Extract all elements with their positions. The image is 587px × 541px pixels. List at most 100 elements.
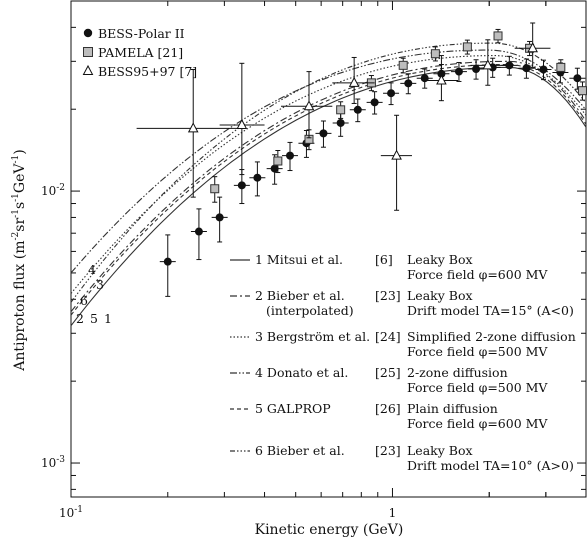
axis-ticks: 10-1 1 10-2 10-3 — [41, 0, 587, 520]
marker — [370, 98, 379, 107]
bess9597-point — [219, 62, 265, 176]
x-tick-label: 10-1 — [59, 505, 83, 520]
bess-polar-point — [159, 234, 176, 297]
bess9597-point — [380, 114, 412, 211]
legend-model-name: 6 Bieber et al. — [255, 443, 345, 458]
legend-model-ref: [25] — [375, 365, 401, 380]
model-curve-4 — [70, 49, 587, 274]
pamela-point — [273, 150, 283, 174]
marker — [237, 181, 246, 190]
pamela-point — [210, 176, 220, 203]
marker — [163, 257, 172, 266]
marker — [319, 129, 328, 138]
bess-polar-point — [298, 130, 315, 158]
bess-polar-point — [349, 98, 366, 123]
pamela-point — [556, 59, 566, 77]
legend-marker-bess-polar — [83, 28, 93, 38]
pamela-point — [462, 39, 472, 55]
marker — [391, 149, 402, 160]
marker — [210, 184, 220, 194]
legend-model-desc: Leaky Box — [407, 252, 473, 267]
legend-model-desc: 2-zone diffusion — [407, 365, 508, 380]
y-tick-label: 10-3 — [41, 455, 65, 470]
y-axis-label: Antiproton flux (m-2sr-1s-1GeV-1) — [11, 149, 28, 372]
pamela-point — [336, 101, 346, 119]
bess-polar-point — [400, 73, 417, 95]
marker — [236, 118, 248, 129]
legend-model-name: 5 GALPROP — [255, 401, 331, 416]
model-curve-5 — [70, 63, 587, 316]
legend-model-name-2: (interpolated) — [266, 303, 354, 318]
data-legend: BESS-Polar II PAMELA [21] BESS95+97 [7] — [82, 26, 197, 79]
bess-polar-point — [366, 91, 383, 115]
bess-polar-point — [211, 196, 228, 243]
bess-polar-point — [569, 67, 586, 90]
marker — [336, 118, 345, 127]
model-curve-label-1: 1 — [104, 311, 112, 326]
bess-polar-point — [315, 120, 332, 148]
marker — [527, 42, 539, 53]
y-tick-label: 10-2 — [41, 183, 65, 198]
marker — [387, 89, 396, 98]
bess-polar-point — [535, 59, 552, 81]
bess-polar-point — [190, 208, 207, 261]
model-curve-label-3: 3 — [96, 277, 104, 292]
bess9597-point — [514, 22, 551, 68]
model-curve-label-4: 4 — [88, 262, 96, 277]
model-curve-label-5: 5 — [90, 311, 98, 326]
legend-model-name: 2 Bieber et al. — [255, 288, 345, 303]
marker — [303, 100, 315, 111]
legend-label: PAMELA [21] — [98, 45, 183, 60]
legend-model-name: 1 Mitsui et al. — [255, 252, 343, 267]
marker — [493, 31, 503, 41]
marker — [194, 227, 203, 236]
x-axis-label: Kinetic energy (GeV) — [255, 522, 404, 538]
bess-polar-point — [468, 59, 485, 80]
marker — [336, 105, 346, 115]
marker — [436, 74, 447, 85]
data-points — [136, 22, 587, 297]
marker — [404, 79, 413, 88]
bess-polar-point — [233, 169, 250, 205]
legend-model-desc: Leaky Box — [407, 288, 473, 303]
pamela-point — [430, 46, 440, 62]
marker — [539, 65, 548, 74]
bess9597-point — [332, 56, 375, 104]
marker — [573, 74, 582, 83]
legend-model-desc: Simplified 2-zone diffusion — [407, 329, 576, 344]
marker — [420, 74, 429, 83]
bess-polar-point — [249, 161, 266, 197]
marker — [462, 42, 472, 52]
model-curve-label-6: 6 — [80, 293, 88, 308]
marker — [522, 64, 531, 73]
pamela-point — [493, 28, 503, 44]
legend-model-desc: Plain diffusion — [407, 401, 498, 416]
model-curve-6 — [70, 42, 587, 303]
legend-model-name: 3 Bergström et al. — [255, 329, 370, 344]
x-tick-label: 1 — [389, 506, 397, 520]
marker — [430, 49, 440, 59]
marker — [353, 105, 362, 114]
bess-polar-point — [281, 141, 298, 172]
legend-model-desc: Force field φ=500 MV — [407, 344, 548, 359]
plot-frame — [70, 0, 587, 498]
legend-label: BESS-Polar II — [98, 26, 185, 41]
legend-model-desc: Drift model TA=15° (A<0) — [407, 303, 574, 318]
bess-polar-point — [518, 58, 535, 79]
legend-model-ref: [24] — [375, 329, 401, 344]
bess-polar-point — [383, 82, 400, 106]
marker — [398, 60, 408, 70]
marker — [556, 62, 566, 72]
pamela-point — [398, 57, 408, 74]
bess-polar-point — [450, 62, 467, 82]
marker — [577, 86, 587, 96]
model-curve-2 — [70, 60, 587, 313]
marker — [472, 65, 481, 74]
marker — [273, 156, 283, 166]
marker — [215, 213, 224, 222]
legend-model-desc: Force field φ=600 MV — [407, 267, 548, 282]
legend-label: BESS95+97 [7] — [98, 64, 197, 79]
legend-model-ref: [6] — [375, 252, 393, 267]
